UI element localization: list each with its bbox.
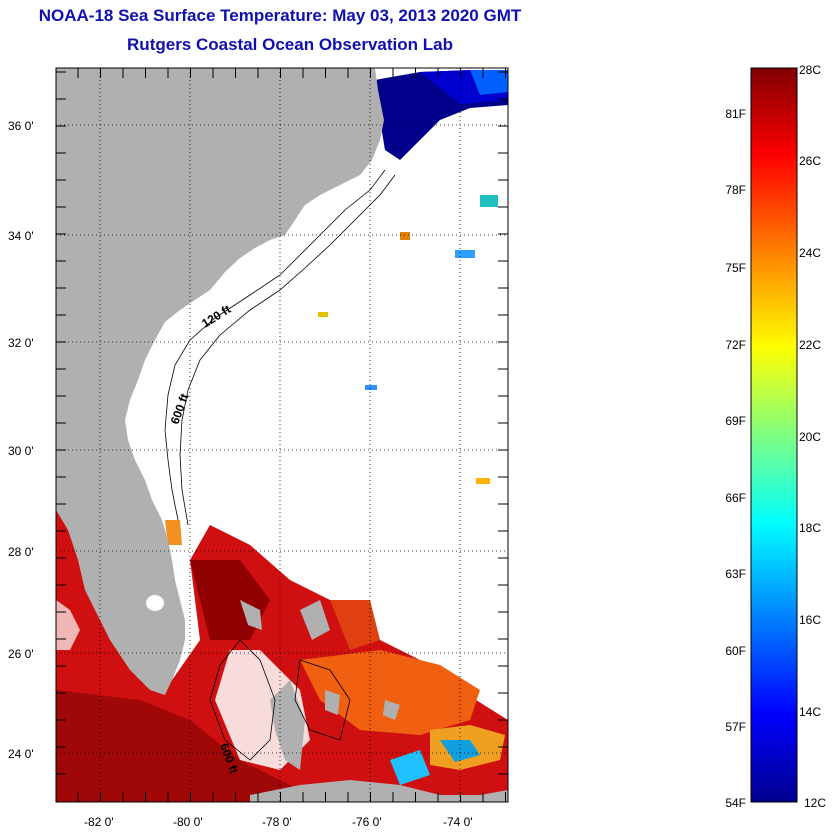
lat-label-32: 32 0' [8,336,34,350]
lon-label-80: -80 0' [173,815,203,829]
fahrenheit-57: 57F [725,720,746,734]
graticule [56,68,508,802]
lon-label-74: -74 0' [443,815,473,829]
map-title: NOAA-18 Sea Surface Temperature: May 03,… [38,6,522,25]
bathymetry-contours [164,169,396,761]
celsius-14: 14C [799,705,821,719]
land-us-east-coast [56,68,384,695]
map-frame [55,67,509,803]
celsius-22: 22C [799,338,821,352]
lon-label-82: -82 0' [84,815,114,829]
latitude-labels: 36 0' 34 0' 32 0' 30 0' 28 0' 26 0' 24 0… [8,119,34,761]
celsius-26: 26C [799,154,821,168]
fahrenheit-54: 54F [725,796,746,810]
celsius-16: 16C [799,613,821,627]
fahrenheit-63: 63F [725,567,746,581]
longitude-labels: -82 0' -80 0' -78 0' -76 0' -74 0' [84,815,473,829]
fahrenheit-66: 66F [725,491,746,505]
axis-ticks [56,68,508,802]
celsius-12: 12C [804,796,826,810]
lake-okeechobee [146,595,164,611]
colorbar-celsius-labels: 28C 26C 24C 22C 20C 18C 16C 14C 12C [799,63,826,810]
sst-data-north [318,70,508,484]
lon-label-78: -78 0' [262,815,292,829]
fahrenheit-78: 78F [725,183,746,197]
celsius-28: 28C [799,63,821,77]
colorbar [750,67,798,803]
lat-label-26: 26 0' [8,647,34,661]
land-bahamas [240,600,400,770]
fahrenheit-75: 75F [725,261,746,275]
celsius-20: 20C [799,430,821,444]
lat-label-36: 36 0' [8,119,34,133]
fahrenheit-81: 81F [725,107,746,121]
celsius-18: 18C [799,521,821,535]
lon-label-76: -76 0' [352,815,382,829]
fahrenheit-72: 72F [725,338,746,352]
lat-label-28: 28 0' [8,545,34,559]
lat-label-30: 30 0' [8,444,34,458]
lat-label-24: 24 0' [8,747,34,761]
celsius-24: 24C [799,246,821,260]
map-subtitle: Rutgers Coastal Ocean Observation Lab [127,35,453,54]
fahrenheit-60: 60F [725,644,746,658]
land-cuba [250,780,508,802]
colorbar-fahrenheit-labels: 81F 78F 75F 72F 69F 66F 63F 60F 57F 54F [725,107,746,810]
lat-label-34: 34 0' [8,229,34,243]
fahrenheit-69: 69F [725,414,746,428]
